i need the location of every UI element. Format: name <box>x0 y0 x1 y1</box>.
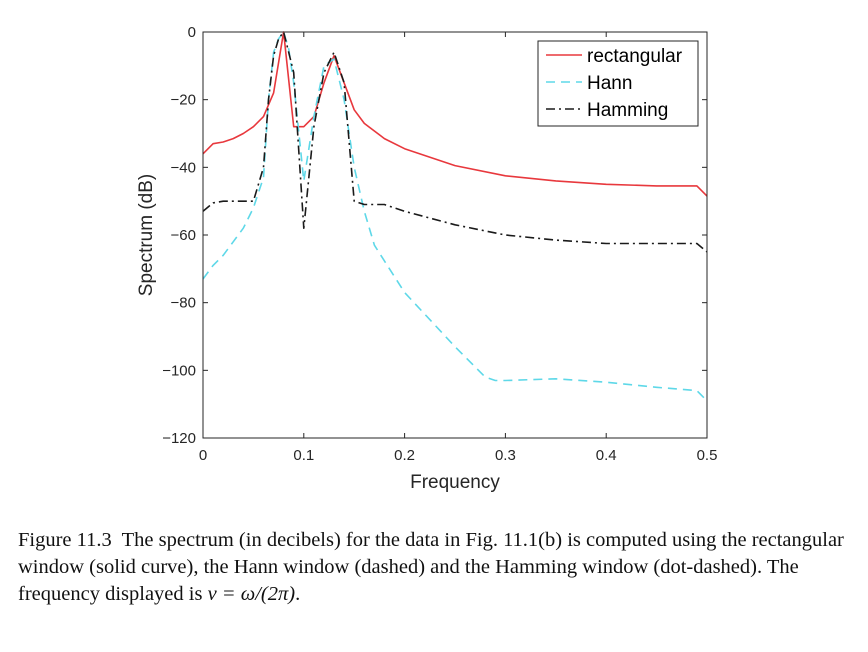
series-line-hann <box>202 31 708 402</box>
x-tick-label: 0.4 <box>596 447 617 464</box>
ticks-layer: 0 0.1 0.2 0.3 0.4 0.5 0 −20 −40 −60 −80 −100 −120 <box>162 24 717 464</box>
x-tick-label: 0 <box>199 447 207 464</box>
x-axis-title: Frequency <box>410 472 500 493</box>
y-tick-label: −80 <box>171 295 196 312</box>
legend-label-hann: Hann <box>587 73 632 94</box>
series-layer <box>202 31 708 402</box>
x-tick-label: 0.1 <box>293 447 314 464</box>
y-tick-label: −100 <box>162 362 196 379</box>
legend: rectangular Hann Hamming <box>537 40 699 127</box>
x-tick-label: 0.3 <box>495 447 516 464</box>
legend-label-hamming: Hamming <box>587 100 668 121</box>
y-tick-label: 0 <box>188 24 196 41</box>
legend-items: rectangular Hann Hamming <box>546 46 683 121</box>
x-tick-label: 0.5 <box>697 447 718 464</box>
series-line-rectangular <box>202 31 708 197</box>
y-tick-label: −60 <box>171 227 196 244</box>
caption-math: ν = ω/(2π) <box>207 583 296 605</box>
x-tick-label: 0.2 <box>394 447 415 464</box>
y-tick-label: −20 <box>171 92 196 109</box>
y-axis-title: Spectrum (dB) <box>136 174 157 296</box>
spectrum-chart: 0 0.1 0.2 0.3 0.4 0.5 0 −20 −40 −60 −80 −100 −120 Fr… <box>136 24 717 493</box>
figure-caption: Figure 11.3 The spectrum (in decibels) f… <box>18 527 858 608</box>
series-line-hamming <box>202 31 708 253</box>
legend-label-rectangular: rectangular <box>587 46 683 67</box>
y-tick-label: −40 <box>171 159 196 176</box>
y-tick-label: −120 <box>162 430 196 447</box>
caption-label: Figure 11.3 <box>18 529 112 551</box>
caption-end: . <box>295 583 301 605</box>
caption-text: The spectrum (in decibels) for the data … <box>18 529 844 605</box>
